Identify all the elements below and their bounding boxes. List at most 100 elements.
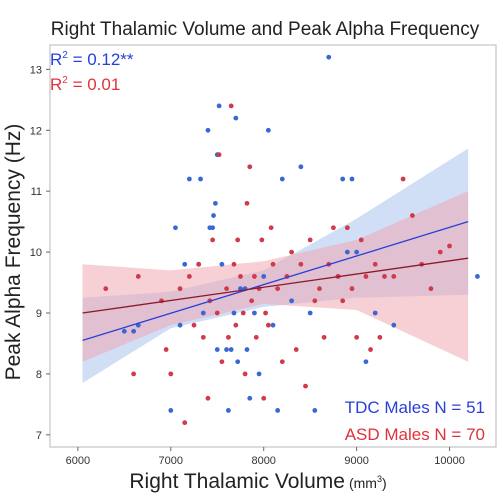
data-points [103, 54, 480, 426]
asd-point-11 [200, 334, 206, 340]
x-axis-unit: (mm [349, 475, 377, 491]
r2-asd-value: = 0.01 [68, 75, 120, 94]
tdc-point-46 [354, 249, 360, 255]
x-tick-label-9000: 9000 [344, 455, 368, 467]
asd-point-35 [263, 310, 268, 316]
tdc-point-0 [121, 328, 127, 334]
tdc-point-19 [219, 261, 225, 267]
asd-point-9 [191, 322, 197, 328]
asd-point-29 [249, 298, 255, 304]
asd-point-57 [358, 237, 364, 243]
asd-point-49 [321, 334, 327, 340]
asd-point-47 [312, 298, 318, 304]
tdc-point-32 [261, 274, 267, 279]
tdc-point-45 [349, 176, 355, 182]
legend-tdc: TDC Males N = 51 [345, 398, 485, 417]
asd-point-0 [103, 286, 109, 292]
asd-point-5 [168, 371, 174, 377]
asd-point-10 [196, 261, 202, 267]
asd-point-1 [131, 371, 137, 377]
tdc-point-16 [214, 347, 220, 352]
tdc-point-44 [344, 249, 350, 255]
asd-point-17 [219, 359, 225, 365]
tdc-point-24 [233, 115, 239, 121]
chart-title: Right Thalamic Volume and Peak Alpha Fre… [51, 19, 480, 40]
asd-point-6 [177, 286, 183, 292]
asd-point-15 [214, 310, 220, 316]
asd-point-19 [226, 334, 231, 340]
r2-tdc-prefix: R [50, 50, 62, 69]
asd-point-30 [252, 274, 257, 279]
y-tick-label-9: 9 [36, 308, 42, 320]
r2-tdc-value: = 0.12** [68, 50, 134, 69]
asd-point-59 [368, 347, 373, 352]
tdc-point-23 [231, 310, 237, 316]
tdc-point-48 [372, 310, 378, 316]
asd-point-42 [289, 249, 294, 255]
asd-point-4 [163, 347, 169, 352]
y-axis-label: Peak Alpha Frequency (Hz) [2, 124, 25, 381]
y-tick-label-12: 12 [30, 125, 42, 137]
x-axis-unit-close: ) [382, 475, 387, 491]
tdc-point-20 [224, 347, 229, 352]
asd-fit-line [82, 257, 469, 314]
x-axis-unit-sup: 3 [377, 474, 382, 484]
tdc-point-34 [270, 322, 276, 328]
asd-point-44 [298, 261, 304, 267]
asd-point-68 [437, 249, 443, 255]
tdc-point-37 [289, 298, 294, 304]
asd-point-67 [428, 286, 434, 292]
asd-point-69 [447, 243, 452, 249]
asd-point-22 [233, 322, 239, 328]
y-axis-ticks: 7 8 9 10 11 12 13 [30, 64, 50, 442]
y-tick-label-7: 7 [36, 430, 42, 442]
asd-point-33 [259, 237, 265, 243]
tdc-point-21 [226, 408, 231, 413]
asd-point-37 [268, 225, 274, 231]
tdc-point-41 [326, 54, 332, 60]
tdc-point-35 [275, 408, 281, 413]
tdc-point-38 [298, 164, 304, 170]
r2-tdc-sup: 2 [62, 50, 68, 61]
asd-point-16 [216, 152, 222, 158]
tdc-point-18 [216, 103, 222, 109]
asd-point-45 [303, 383, 308, 389]
tdc-fit-line [82, 221, 469, 342]
asd-point-27 [244, 200, 250, 206]
asd-point-48 [317, 286, 322, 292]
tdc-point-3 [168, 408, 174, 413]
asd-point-58 [363, 274, 369, 279]
r2-asd-sup: 2 [62, 75, 68, 86]
x-tick-label-7000: 7000 [159, 455, 183, 467]
x-tick-label-8000: 8000 [251, 455, 275, 467]
fit-lines [82, 221, 469, 342]
y-tick-label-13: 13 [30, 64, 42, 76]
asd-point-20 [228, 103, 234, 109]
tdc-point-40 [312, 408, 318, 413]
x-tick-label-6000: 6000 [66, 455, 90, 467]
asd-point-46 [307, 237, 313, 243]
tdc-point-25 [235, 359, 241, 365]
asd-point-62 [382, 274, 387, 279]
tdc-point-5 [177, 322, 183, 328]
r2-asd-prefix: R [50, 75, 62, 94]
asd-point-14 [210, 237, 216, 243]
x-axis-ticks: 6000 7000 8000 9000 10000 [66, 447, 465, 467]
asd-point-24 [238, 274, 243, 279]
asd-point-54 [344, 225, 350, 231]
asd-point-2 [135, 274, 141, 279]
tdc-point-28 [244, 347, 250, 352]
tdc-point-22 [228, 347, 234, 352]
asd-point-56 [354, 334, 360, 340]
asd-point-64 [400, 176, 406, 182]
tdc-point-47 [363, 359, 369, 365]
tdc-point-43 [340, 176, 346, 182]
asd-point-26 [242, 371, 248, 377]
asd-point-63 [391, 274, 397, 279]
tdc-point-11 [205, 127, 211, 133]
tdc-point-31 [256, 371, 262, 377]
asd-point-65 [409, 213, 415, 218]
asd-point-43 [293, 347, 299, 352]
y-tick-label-10: 10 [30, 247, 42, 259]
